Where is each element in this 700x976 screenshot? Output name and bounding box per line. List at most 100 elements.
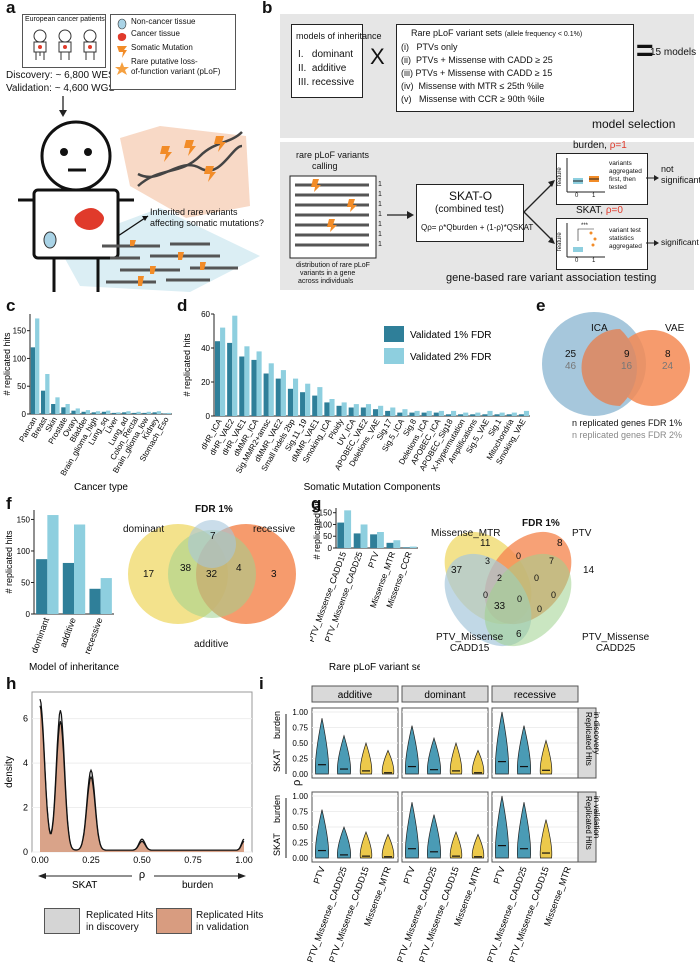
panel-letter-c: c — [6, 296, 16, 315]
person-dna-illustration — [18, 120, 260, 292]
y-axis-label: # replicated hits — [312, 502, 322, 560]
y-tick-label: 4 — [23, 758, 28, 768]
bar-additive-2pct — [74, 524, 86, 614]
bar-Ovary-2pct — [75, 408, 80, 414]
dist-label-1: distribution of rare pLoF — [296, 262, 370, 269]
venn-f-v2: 7 — [210, 531, 216, 542]
bar-PTV_Missense_CADD15-2pct — [344, 510, 352, 548]
bar-Sig.5_ICA-1pct — [397, 412, 403, 416]
arrow-burden-label: burden — [182, 880, 213, 891]
cadd25-ellipse — [484, 553, 572, 647]
one-6: 1 — [378, 231, 382, 238]
arrow-skat-label: SKAT — [72, 880, 97, 891]
bar-X-hypermutation-1pct — [458, 414, 464, 416]
x-tick-label: 0.75 — [184, 855, 202, 865]
bar-Brain_glioma_high-2pct — [95, 411, 101, 414]
venn-f-v4: 32 — [206, 569, 218, 580]
sets-title: Rare pLoF variant sets (allele frequency… — [411, 28, 582, 38]
y-tick-label: 50 — [21, 578, 30, 587]
panel-e-venn — [542, 312, 690, 416]
sets-note: (allele frequency < 0.1%) — [504, 31, 583, 38]
models-box: models of inheritance I. dominant II. ad… — [291, 24, 382, 98]
venn-f-v5: 4 — [236, 563, 242, 574]
venn-f-label-dominant: dominant — [123, 524, 165, 535]
discovery-label: Discovery: ~ 6,800 WES — [6, 70, 115, 81]
y-tick-label: 150 — [17, 515, 31, 524]
burden-box: feature 0 1 variants aggregated first, the… — [556, 153, 648, 205]
panel-c-chart: 050100150PancanBreastSkinProstateOvaryBl… — [2, 314, 172, 492]
y-tick-label: 6 — [23, 714, 28, 724]
burden-rho: ρ=1 — [609, 140, 627, 151]
panel-letter-g: g — [311, 494, 322, 513]
violin-PTV_Missense_CADD25 — [517, 725, 531, 775]
y-tick-label: 100 — [17, 547, 31, 556]
bar-Pancan-2pct — [35, 318, 40, 414]
skato-formula: Qρ= ρ*Qburden + (1-ρ)*QSKAT — [421, 223, 534, 232]
y-tick-label: 0.00 — [292, 770, 308, 779]
bar-Small indels 2bp-2pct — [293, 378, 299, 416]
bar-Sig.17-1pct — [385, 410, 391, 416]
set-4: (iv) Missense with MTR ≤ 25th %ile — [401, 81, 544, 91]
model-dominant: I. dominant — [298, 49, 354, 60]
bar-APOBEC_ICA-1pct — [433, 412, 439, 416]
bar-dMMR_ICA-1pct — [251, 359, 257, 416]
y-tick-label: 150 — [13, 327, 27, 336]
skat-arrow-icon — [646, 240, 659, 246]
bar-UV_ICA-2pct — [353, 404, 359, 416]
violin-Missense_MTR — [381, 833, 395, 859]
model-recessive: III. recessive — [298, 77, 355, 88]
venn-e-both-2: 16 — [621, 361, 633, 372]
bar-Stomach_Eso-1pct — [162, 413, 167, 414]
panel-letter-b: b — [262, 0, 273, 17]
bar-Kidney-1pct — [152, 412, 157, 414]
skat-x0: 0 — [575, 258, 579, 264]
bar-Skin-1pct — [51, 404, 56, 414]
venn-g-v12: 33 — [494, 601, 506, 612]
calling-label-2: calling — [312, 161, 338, 171]
arrow-right-icon — [387, 211, 414, 219]
venn-e-label-vae: VAE — [665, 323, 685, 334]
legend-box: Non-cancer tissue Cancer tissue Somatic … — [110, 14, 236, 90]
bar-Missense_CCR-1pct — [402, 547, 410, 548]
arrow-down-icon — [59, 96, 67, 117]
bar-Brain_glioma_low-2pct — [146, 411, 151, 414]
bar-dMMR_ICA-2pct — [256, 351, 262, 416]
legend-d-label-2pct: Validated 2% FDR — [410, 352, 492, 363]
model-additive: II. additive — [298, 63, 347, 74]
row-strip-label-2: in discovery — [592, 712, 601, 754]
venn-g-v15: 0 — [537, 604, 543, 614]
y-tick-label: 1.00 — [292, 708, 308, 717]
burden-desc-3: first, then — [609, 176, 636, 183]
bar-Amplifications-1pct — [470, 414, 476, 416]
legend-mutation: Somatic Mutation — [131, 43, 193, 52]
y-tick-label: 0.50 — [292, 823, 308, 832]
times-sign: X — [370, 44, 385, 69]
legend-d-label-1pct: Validated 1% FDR — [410, 330, 492, 341]
bar-Sig.5_ICA-2pct — [402, 409, 408, 416]
arrow-skat-head — [38, 873, 46, 879]
bar-Deletions_VAE-2pct — [378, 405, 384, 416]
row-strip-label-1: Replicated Hits — [584, 712, 593, 766]
bar-dMMR_VAE1-2pct — [317, 387, 323, 416]
panel-i-chart: additive dominant recessive 0.00 0.25 0.50 0.7… — [272, 685, 601, 964]
panel-letter-e: e — [536, 296, 546, 315]
bar-Bladder-2pct — [85, 410, 91, 414]
x-tick-label: recessive — [82, 616, 104, 655]
legend-noncancer: Non-cancer tissue — [131, 17, 196, 26]
venn-f-label-additive: additive — [194, 639, 229, 650]
x-tick-label: 0.50 — [133, 855, 151, 865]
y-tick-label: 0.25 — [292, 755, 308, 764]
bar-additive-1pct — [62, 562, 74, 614]
skato-sub: (combined test) — [435, 204, 504, 215]
burden-feature-label: feature — [557, 167, 563, 186]
bar-Sig.11_19-2pct — [305, 383, 311, 416]
skat-x1: 1 — [592, 258, 596, 264]
bar-Smoking_VAE-2pct — [523, 410, 530, 416]
y-tick-label: 0.00 — [292, 854, 308, 863]
bar-Sig.5_VAE-1pct — [482, 414, 488, 416]
calling-label-1: rare pLoF variants — [296, 150, 370, 160]
set-2: (ii) PTVs + Missense with CADD ≥ 25 — [401, 55, 553, 65]
bar-PTV_Missense_CADD25-2pct — [360, 524, 368, 548]
panel-letter-i: i — [259, 674, 264, 693]
skato-title: SKAT-O — [449, 189, 493, 203]
